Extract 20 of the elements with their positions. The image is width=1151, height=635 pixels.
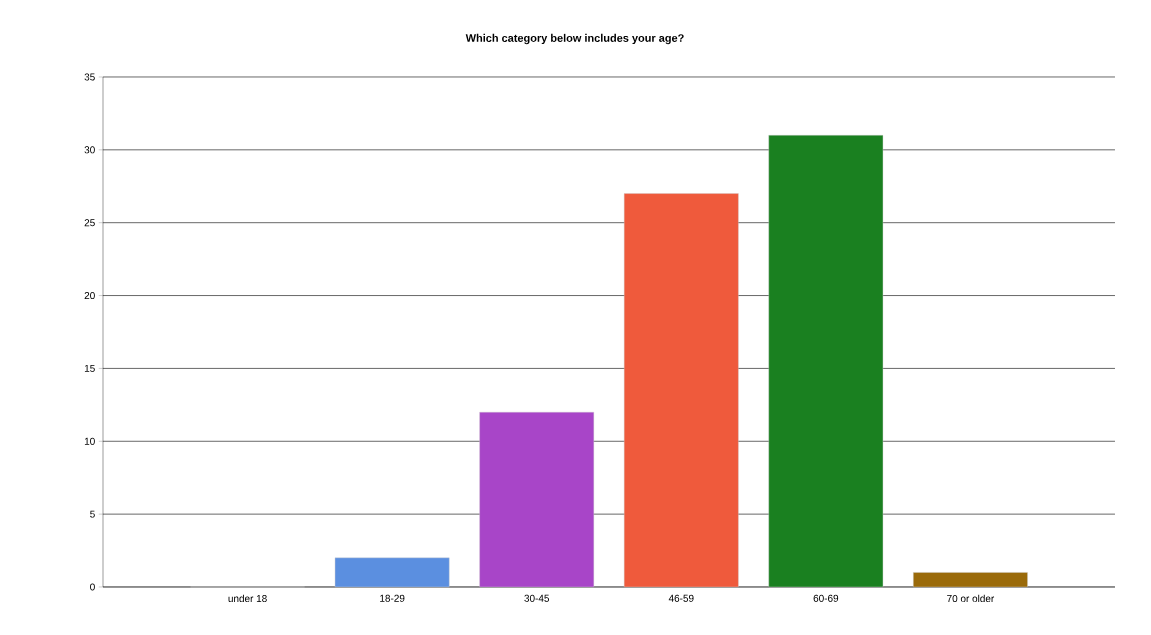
y-tick-label: 20 <box>84 292 95 300</box>
y-tick-label: 15 <box>84 364 95 372</box>
y-tick-label: 0 <box>90 583 95 591</box>
x-tick-label: under 18 <box>228 594 267 603</box>
x-tick-label: 46-59 <box>668 594 694 602</box>
bar <box>913 572 1028 588</box>
y-tick-label: 30 <box>84 146 95 154</box>
x-tick-label: 18-29 <box>380 594 405 602</box>
y-tick-label: 10 <box>84 437 95 445</box>
y-tick-label: 5 <box>90 510 95 518</box>
y-tick-label: 35 <box>84 73 95 81</box>
chart-title: Which category below includes your age? <box>465 33 684 45</box>
y-tick-label: 25 <box>84 219 95 227</box>
bar <box>334 557 450 588</box>
x-tick-label: 60-69 <box>813 594 839 602</box>
bar <box>623 193 739 588</box>
x-tick-label: 30-45 <box>524 594 550 602</box>
bar <box>479 411 595 588</box>
x-tick-label: 70 or older <box>947 594 995 603</box>
bar <box>768 135 884 588</box>
